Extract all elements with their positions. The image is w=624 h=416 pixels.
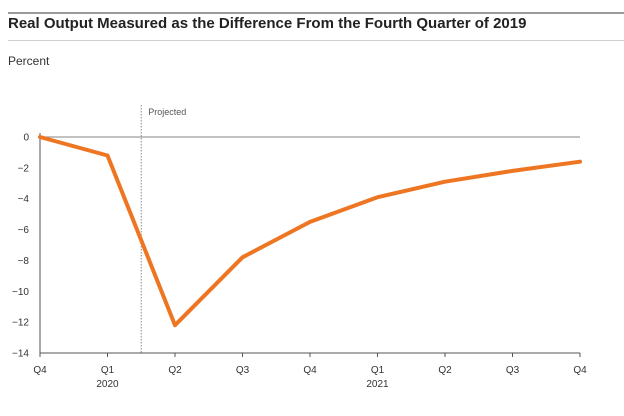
y-axis-ticks: 0 −2 −4 −6 −8 −10 −12 −14: [12, 133, 29, 360]
y-tick-label: 0: [23, 133, 29, 144]
y-axis-unit-label: Percent: [8, 54, 50, 68]
x-axis-ticks: Q4 Q1 Q2 Q3 Q4 Q1 Q2 Q3 Q4 2020 2021: [33, 353, 587, 390]
y-tick-label: −14: [12, 349, 29, 360]
x-year-label: 2021: [366, 379, 389, 390]
chart-title: Real Output Measured as the Difference F…: [8, 15, 527, 32]
x-tick-label: Q1: [101, 365, 115, 376]
projected-annotation: Projected: [148, 107, 186, 117]
y-tick-label: −4: [18, 194, 30, 205]
reference-lines: Projected: [39, 105, 580, 354]
x-tick-label: Q4: [303, 365, 317, 376]
x-tick-label: Q1: [371, 365, 385, 376]
title-rule: [8, 40, 624, 41]
y-tick-label: −8: [18, 256, 30, 267]
x-tick-label: Q2: [438, 365, 452, 376]
x-tick-label: Q3: [236, 365, 250, 376]
top-rule: [8, 12, 624, 14]
x-tick-label: Q3: [506, 365, 520, 376]
y-tick-label: −10: [12, 287, 29, 298]
x-tick-label: Q2: [168, 365, 182, 376]
series-group: [38, 135, 582, 328]
x-year-label: 2020: [96, 379, 119, 390]
y-tick-label: −12: [12, 318, 29, 329]
y-tick-label: −6: [18, 225, 30, 236]
y-tick-label: −2: [18, 163, 30, 174]
x-tick-label: Q4: [33, 365, 47, 376]
series-line: [38, 135, 582, 328]
x-tick-label: Q4: [573, 365, 587, 376]
